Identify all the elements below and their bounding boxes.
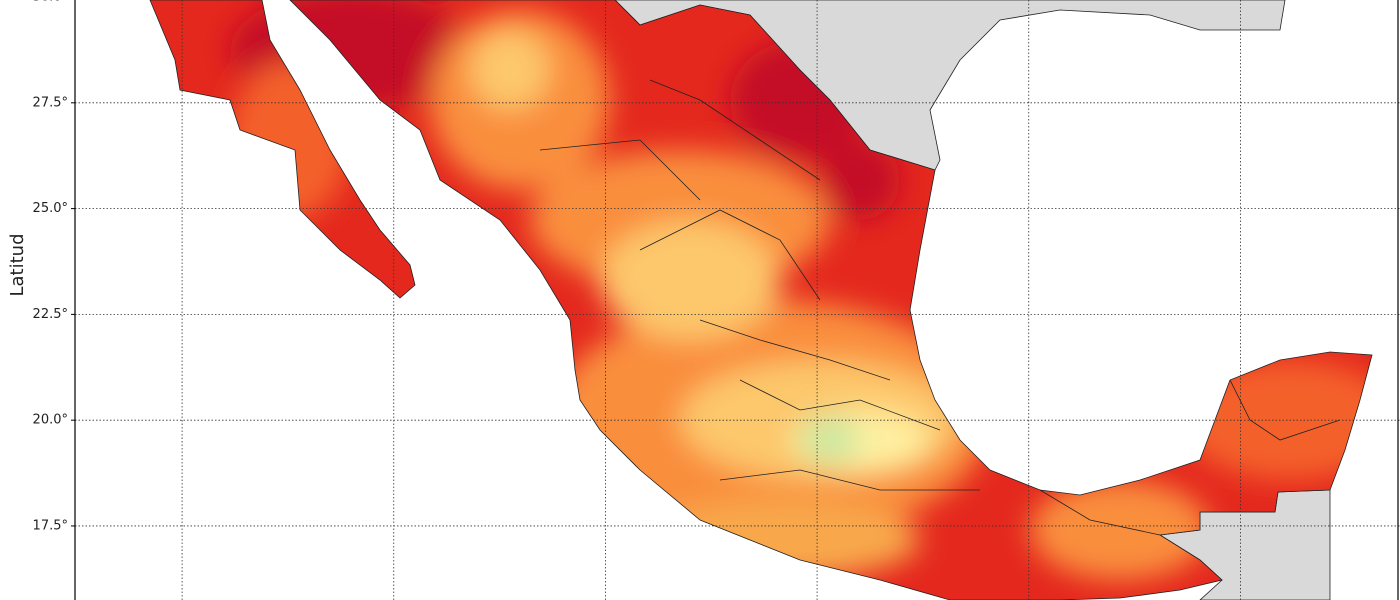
y-tick-label: 22.5° bbox=[33, 307, 68, 322]
y-tick-label: 30.0° bbox=[33, 0, 68, 5]
plot-frame bbox=[74, 0, 1399, 600]
y-axis-label: Latitud bbox=[7, 233, 28, 296]
y-tick-label: 20.0° bbox=[33, 413, 68, 428]
y-tick-label: 27.5° bbox=[33, 95, 68, 110]
y-tick-label: 17.5° bbox=[33, 518, 68, 533]
axes: 30.0° 27.5° 25.0° 22.5° 20.0° 17.5° bbox=[33, 0, 1400, 600]
y-tick-label: 25.0° bbox=[33, 201, 68, 216]
state-borders bbox=[539, 79, 1341, 536]
coastline bbox=[149, 0, 1373, 600]
